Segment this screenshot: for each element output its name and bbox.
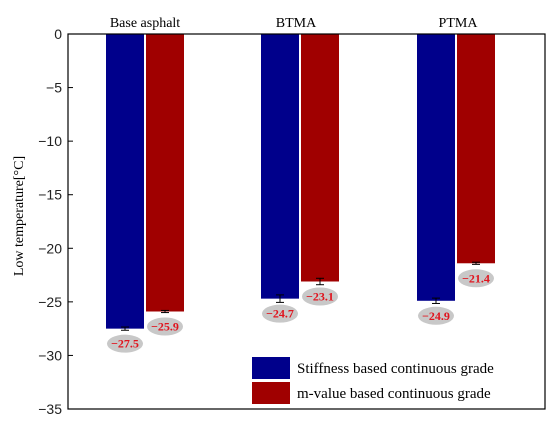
value-label-bg bbox=[458, 269, 494, 288]
value-label-bg bbox=[147, 317, 183, 336]
value-label: −25.9 bbox=[151, 320, 179, 334]
group-label: PTMA bbox=[439, 16, 479, 31]
plot-frame bbox=[67, 33, 546, 410]
y-tick-label: −5 bbox=[46, 80, 62, 96]
bar bbox=[106, 34, 144, 329]
legend-label: m-value based continuous grade bbox=[297, 386, 491, 402]
group-label: Base asphalt bbox=[110, 16, 180, 31]
value-label-bg bbox=[107, 334, 143, 353]
bar bbox=[146, 34, 184, 312]
value-label: −27.5 bbox=[111, 337, 139, 351]
legend-label: Stiffness based continuous grade bbox=[297, 361, 494, 377]
y-tick-label: −10 bbox=[38, 133, 62, 149]
legend-swatch bbox=[252, 357, 290, 379]
value-labels: −27.5 −25.9 −24.7 −23.1 −24.9 −21.4 bbox=[107, 269, 494, 353]
bar bbox=[301, 34, 339, 282]
y-axis-label: Low temperature[°C] bbox=[12, 156, 27, 276]
value-label-bg bbox=[418, 306, 454, 325]
value-label: −24.7 bbox=[266, 307, 294, 321]
axes: 0 −5 −10 −15 −20 −25 −30 −35 Base asphalt BTMA PTM… bbox=[38, 16, 546, 417]
value-label-bg bbox=[262, 304, 298, 323]
y-tick-label: −35 bbox=[38, 401, 62, 417]
y-tick-label: 0 bbox=[54, 26, 62, 42]
legend: Stiffness based continuous grade m-value … bbox=[252, 357, 494, 404]
bar bbox=[417, 34, 455, 301]
y-tick-label: −20 bbox=[38, 240, 62, 256]
value-label: −23.1 bbox=[306, 290, 334, 304]
value-label-bg bbox=[302, 287, 338, 306]
value-label: −21.4 bbox=[462, 271, 490, 285]
y-axis-label-group: Low temperature[°C] bbox=[12, 156, 27, 276]
y-tick-label: −30 bbox=[38, 347, 62, 363]
bars bbox=[106, 34, 495, 331]
value-label: −24.9 bbox=[422, 309, 450, 323]
bar bbox=[457, 34, 495, 264]
bar bbox=[261, 34, 299, 299]
y-tick-label: −15 bbox=[38, 187, 62, 203]
legend-swatch bbox=[252, 382, 290, 404]
group-label: BTMA bbox=[276, 16, 317, 31]
y-tick-label: −25 bbox=[38, 294, 62, 310]
